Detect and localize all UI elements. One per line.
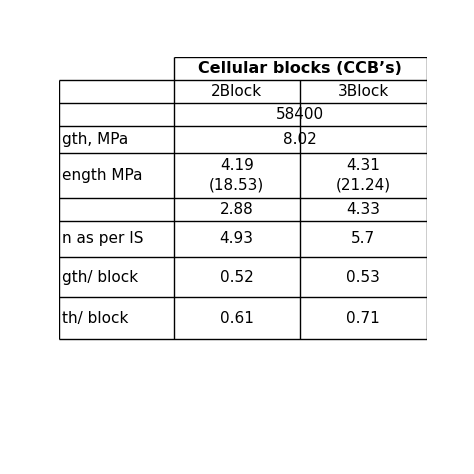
Text: 4.31
(21.24): 4.31 (21.24) xyxy=(336,158,391,193)
Text: 0.53: 0.53 xyxy=(346,270,380,284)
Text: th/ block: th/ block xyxy=(62,311,128,326)
Text: 4.19
(18.53): 4.19 (18.53) xyxy=(209,158,264,193)
Text: 4.93: 4.93 xyxy=(220,231,254,246)
Text: 0.52: 0.52 xyxy=(220,270,254,284)
Text: gth/ block: gth/ block xyxy=(62,270,138,284)
Text: ength MPa: ength MPa xyxy=(62,168,142,183)
Text: 2.88: 2.88 xyxy=(220,202,254,217)
Text: Cellular blocks (CCB’s): Cellular blocks (CCB’s) xyxy=(198,61,402,76)
Text: 5.7: 5.7 xyxy=(351,231,375,246)
Text: gth, MPa: gth, MPa xyxy=(62,132,128,147)
Text: 8.02: 8.02 xyxy=(283,132,317,147)
Text: 2Block: 2Block xyxy=(211,84,262,99)
Text: n as per IS: n as per IS xyxy=(62,231,143,246)
Text: 0.61: 0.61 xyxy=(220,311,254,326)
Text: 3Block: 3Block xyxy=(337,84,389,99)
Text: 0.71: 0.71 xyxy=(346,311,380,326)
Text: 4.33: 4.33 xyxy=(346,202,380,217)
Text: 58400: 58400 xyxy=(276,107,324,122)
